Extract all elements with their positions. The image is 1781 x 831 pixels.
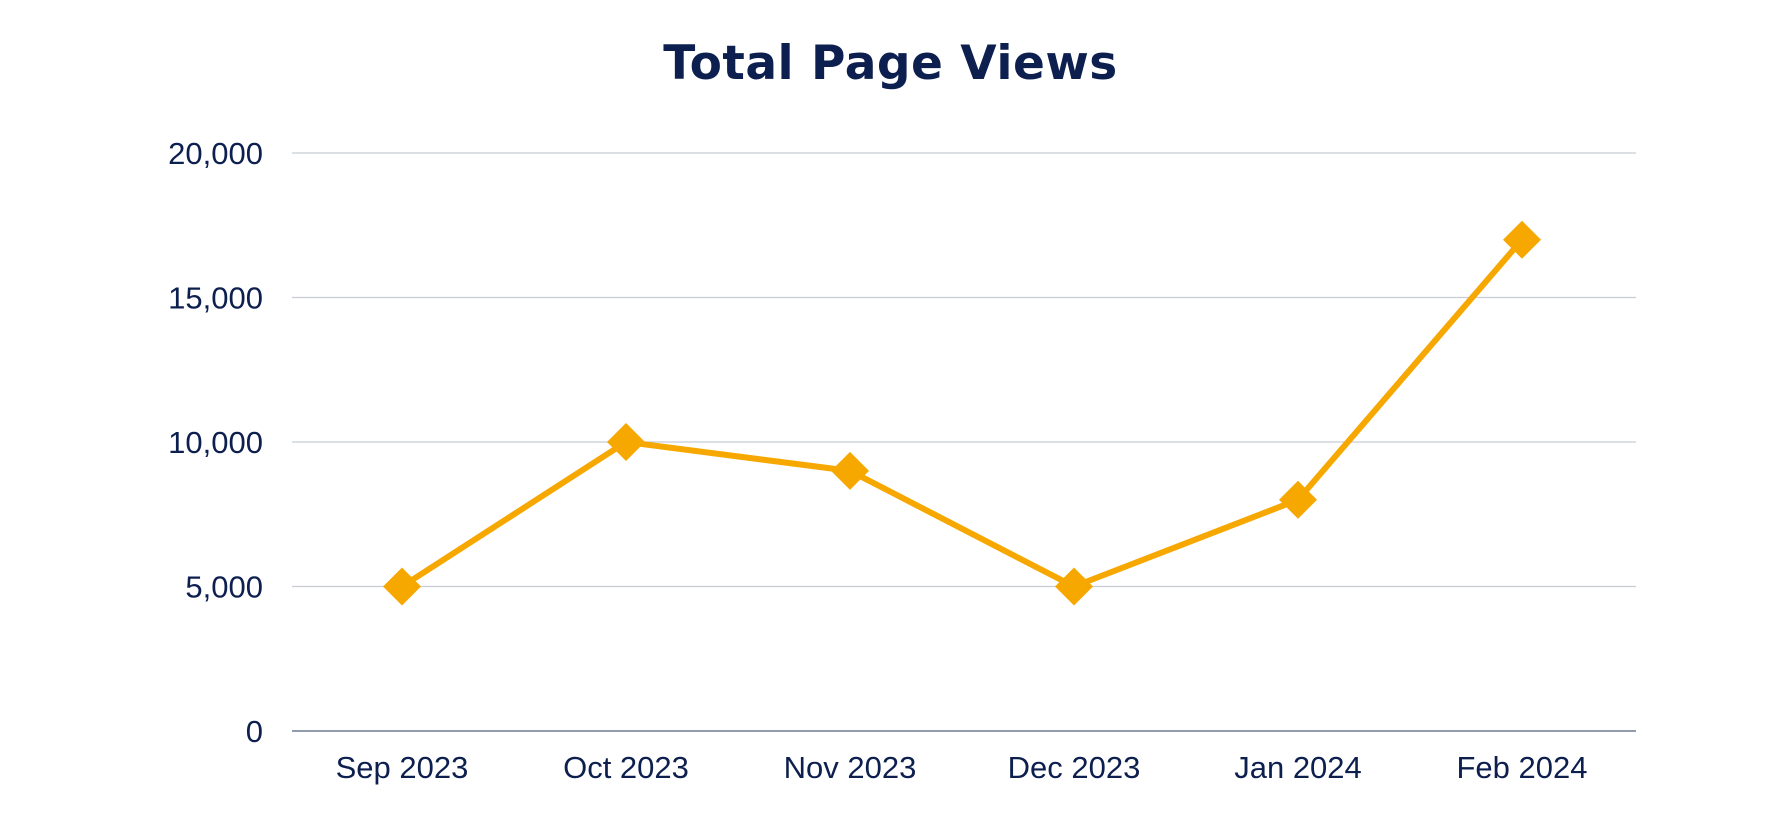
x-tick-label: Jan 2024 xyxy=(1234,750,1362,785)
gridlines xyxy=(292,152,1636,732)
x-tick-label: Oct 2023 xyxy=(563,750,689,785)
x-tick-label: Sep 2023 xyxy=(336,750,469,785)
data-point-marker xyxy=(831,451,869,490)
y-tick-label: 5,000 xyxy=(185,570,263,605)
data-point-marker xyxy=(383,567,421,606)
data-point-marker xyxy=(1503,220,1541,259)
y-tick-label: 10,000 xyxy=(168,425,263,460)
series-page-views xyxy=(383,220,1541,606)
data-point-marker xyxy=(607,423,645,461)
x-tick-label: Nov 2023 xyxy=(784,750,917,785)
y-tick-label: 20,000 xyxy=(168,136,263,171)
y-tick-label: 15,000 xyxy=(168,281,263,316)
data-point-marker xyxy=(1279,480,1317,519)
y-tick-label: 0 xyxy=(246,714,263,749)
series-line xyxy=(399,236,1525,590)
x-tick-label: Dec 2023 xyxy=(1008,750,1141,785)
data-point-marker xyxy=(1055,567,1093,606)
x-axis-tick-labels: Sep 2023 Oct 2023 Nov 2023 Dec 2023 Jan 2024… xyxy=(336,750,1588,785)
x-tick-label: Feb 2024 xyxy=(1457,750,1588,785)
chart-title: Total Page Views xyxy=(663,36,1118,91)
y-axis-tick-labels: 0 5,000 10,000 15,000 20,000 xyxy=(168,136,263,749)
